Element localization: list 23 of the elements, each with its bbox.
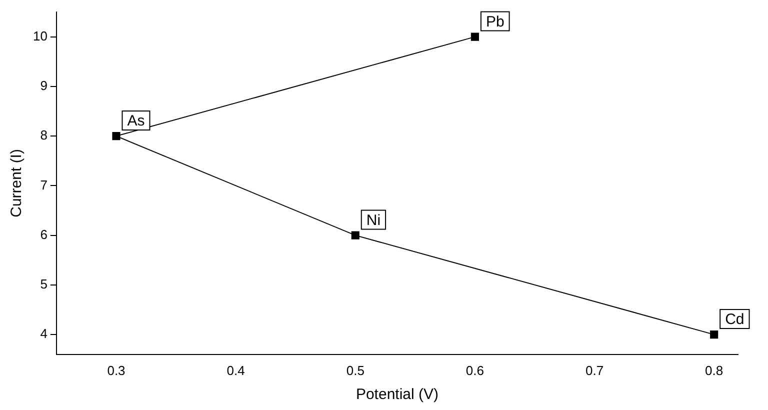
y-axis-title: Current (I): [8, 149, 26, 218]
point: [710, 330, 718, 339]
annotation: Cd: [725, 311, 744, 328]
point: [470, 32, 479, 41]
x-tick-label: 0.5: [346, 362, 364, 378]
annotation: As: [127, 112, 145, 130]
y-tick-label: 5: [40, 276, 48, 292]
y-tick-label: 10: [32, 28, 48, 44]
x-tick-label: 0.6: [466, 362, 484, 378]
x-tick-label: 0.3: [107, 362, 126, 378]
point: [351, 231, 360, 240]
y-tick-label: 9: [40, 78, 48, 94]
y-tick-label: 6: [40, 226, 48, 242]
x-tick-label: 0.7: [585, 362, 604, 378]
x-tick-label: 0.8: [705, 362, 724, 378]
y-tick-label: 4: [40, 326, 48, 342]
annotation: Ni: [366, 212, 381, 229]
y-tick-label: 7: [40, 177, 48, 192]
x-axis-title: Potential (V): [356, 386, 439, 404]
annotation: Pb: [486, 13, 504, 30]
y-tick-label: 8: [40, 128, 48, 143]
x-tick-label: 0.4: [226, 362, 245, 378]
point: [112, 132, 120, 140]
